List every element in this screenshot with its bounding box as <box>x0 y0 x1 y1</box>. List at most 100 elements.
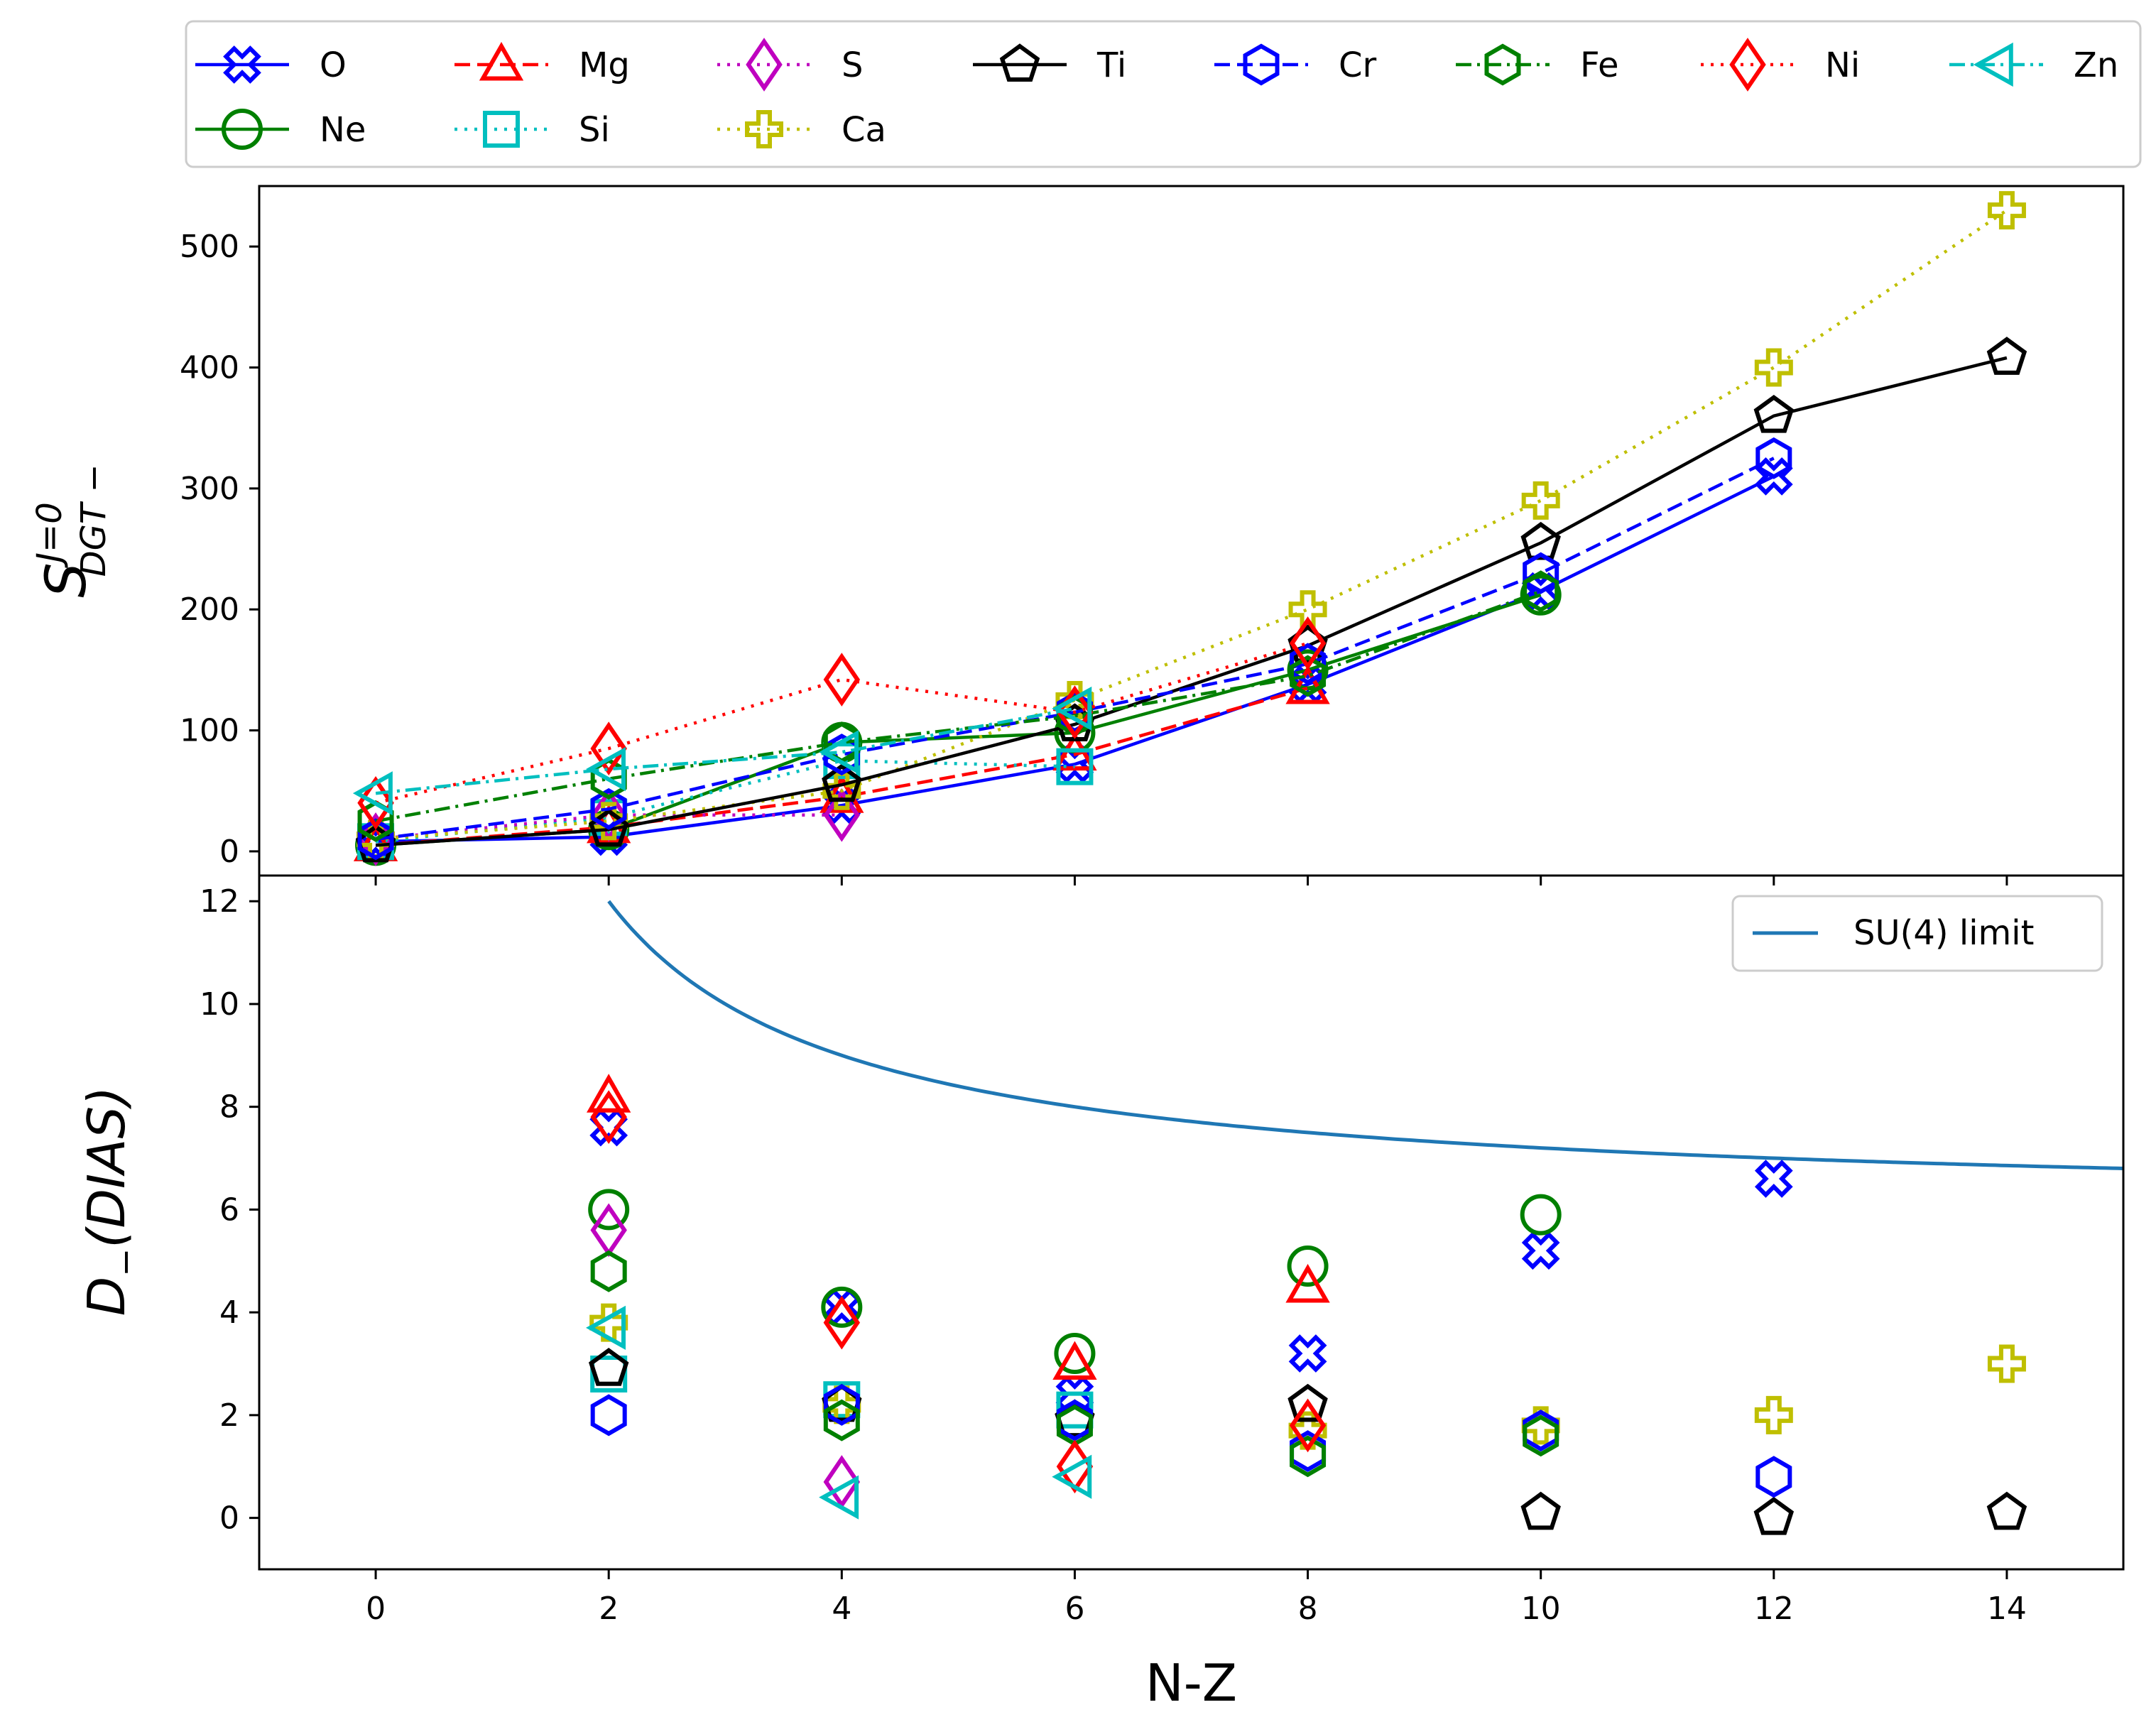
x-tick-label: 8 <box>1298 1591 1318 1627</box>
legend-marker-si <box>483 111 520 148</box>
legend-frame <box>185 20 2142 168</box>
top-y-tick-label: 100 <box>180 713 239 749</box>
x-tick-label: 14 <box>1987 1591 2027 1627</box>
legend-label: O <box>320 45 347 85</box>
legend-item-ne: Ne <box>195 109 366 150</box>
scatter-point-ne <box>588 1189 630 1231</box>
su4-limit-curve <box>607 900 2123 1170</box>
legend-marker-zn <box>1973 42 2013 87</box>
series-ti <box>355 337 2027 863</box>
legend-item-ni: Ni <box>1701 38 1860 92</box>
series-line-s <box>375 813 842 841</box>
data-point-fe <box>1290 655 1327 697</box>
data-point-ni <box>590 721 627 775</box>
su4-legend-label: SU(4) limit <box>1853 913 2034 953</box>
scatter-point-fe <box>823 1399 860 1441</box>
x-tick-label: 12 <box>1754 1591 1794 1627</box>
top-y-tick-label: 300 <box>180 471 239 507</box>
legend-label: S <box>842 45 863 85</box>
data-point-ti <box>1753 394 1795 433</box>
legend-marker-ca <box>745 110 783 148</box>
scatter-point-ni <box>1289 1398 1327 1453</box>
bottom-y-tick-label: 6 <box>219 1192 239 1228</box>
top-y-axis-label: SJ=0 DGT − <box>30 464 114 597</box>
scatter-point-ni <box>590 1090 627 1144</box>
scatter-series-mg <box>587 1074 1330 1380</box>
legend: O Mg S Ti Cr Fe Ni Zn Ne Si Ca <box>185 20 2142 168</box>
scatter-point-mg <box>1285 1263 1330 1303</box>
scatter-point-si <box>590 1355 628 1392</box>
scatter-point-cr <box>1056 1399 1093 1441</box>
scatter-point-o <box>1521 1231 1560 1270</box>
scatter-point-ne <box>1520 1194 1562 1236</box>
legend-item-fe: Fe <box>1456 43 1619 86</box>
legend-marker-ni <box>1729 38 1766 92</box>
scatter-point-ti <box>1986 1491 2027 1530</box>
bottom-panel: 0 2 4 6 8 10 12 0 2 4 6 8 10 12 14 SU(4) limit <box>200 874 2125 1627</box>
series-line-ti <box>375 356 2008 847</box>
data-point-fe <box>1523 570 1559 613</box>
top-y-tick-label: 400 <box>180 350 239 386</box>
top-axes-frame <box>258 185 2125 877</box>
legend-label: Mg <box>579 45 630 85</box>
data-point-ti <box>822 763 862 802</box>
data-point-cr <box>1755 437 1792 479</box>
series-line-ni <box>375 641 1309 805</box>
scatter-point-ti <box>1287 1383 1328 1422</box>
top-plot-area <box>352 191 2027 866</box>
scatter-point-cr <box>1755 1456 1792 1498</box>
legend-marker-s <box>746 38 783 92</box>
legend-item-cr: Cr <box>1214 43 1377 86</box>
legend-marker-mg <box>479 41 524 81</box>
series-line-zn <box>375 707 1075 795</box>
legend-label: Zn <box>2074 45 2118 85</box>
legend-marker-ne <box>222 109 263 150</box>
x-tick-label: 6 <box>1065 1591 1084 1627</box>
legend-label: Cr <box>1339 45 1377 85</box>
series-line-ne <box>375 593 1542 847</box>
axis-labels: N-Z SJ=0 DGT − D−(DIAS) <box>30 464 1237 1713</box>
scatter-point-ni <box>823 1295 861 1350</box>
data-point-ca <box>1521 481 1560 520</box>
su4-legend: SU(4) limit <box>1731 895 2103 972</box>
scatter-series-ca <box>589 1303 2026 1450</box>
scatter-point-cr <box>1290 1430 1327 1473</box>
data-point-ni <box>823 653 861 707</box>
data-point-ti <box>1986 337 2027 375</box>
scatter-point-cr <box>1523 1410 1559 1452</box>
scatter-point-ne <box>1287 1245 1329 1287</box>
bottom-plot-area <box>586 900 2123 1535</box>
data-point-si <box>1056 748 1094 785</box>
data-point-zn <box>352 771 393 816</box>
scatter-point-zn <box>819 1475 859 1520</box>
scatter-point-o <box>1754 1160 1793 1198</box>
scatter-point-mg <box>587 1074 631 1113</box>
scatter-series-ti <box>588 1348 2027 1535</box>
bottom-y-tick-label: 0 <box>219 1500 239 1537</box>
data-point-s <box>823 787 861 842</box>
data-point-ni <box>357 775 394 830</box>
x-tick-label: 2 <box>599 1591 619 1627</box>
data-point-zn <box>586 746 626 792</box>
series-fe <box>357 570 1559 842</box>
legend-label: Fe <box>1580 45 1619 85</box>
series-cr <box>357 437 1792 861</box>
scatter-series-si <box>590 1355 1094 1429</box>
data-point-cr <box>590 787 627 830</box>
scatter-series-s <box>590 1203 861 1509</box>
bottom-y-tick-label: 12 <box>200 883 239 920</box>
scatter-point-ti <box>588 1348 629 1386</box>
scatter-point-o <box>1288 1334 1327 1373</box>
bottom-y-tick-label: 8 <box>219 1089 239 1125</box>
data-point-ne <box>1520 574 1562 616</box>
legend-label: Ni <box>1825 45 1860 85</box>
top-y-tick-label: 200 <box>180 592 239 628</box>
top-y-tick-label: 0 <box>219 834 239 870</box>
x-tick-label: 0 <box>366 1591 386 1627</box>
legend-marker-o <box>223 45 261 84</box>
series-line-mg <box>375 686 1309 847</box>
scatter-point-fe <box>1290 1435 1327 1478</box>
scatter-point-fe <box>1523 1415 1559 1457</box>
data-point-cr <box>1290 643 1327 685</box>
scatter-point-ti <box>1520 1491 1561 1530</box>
